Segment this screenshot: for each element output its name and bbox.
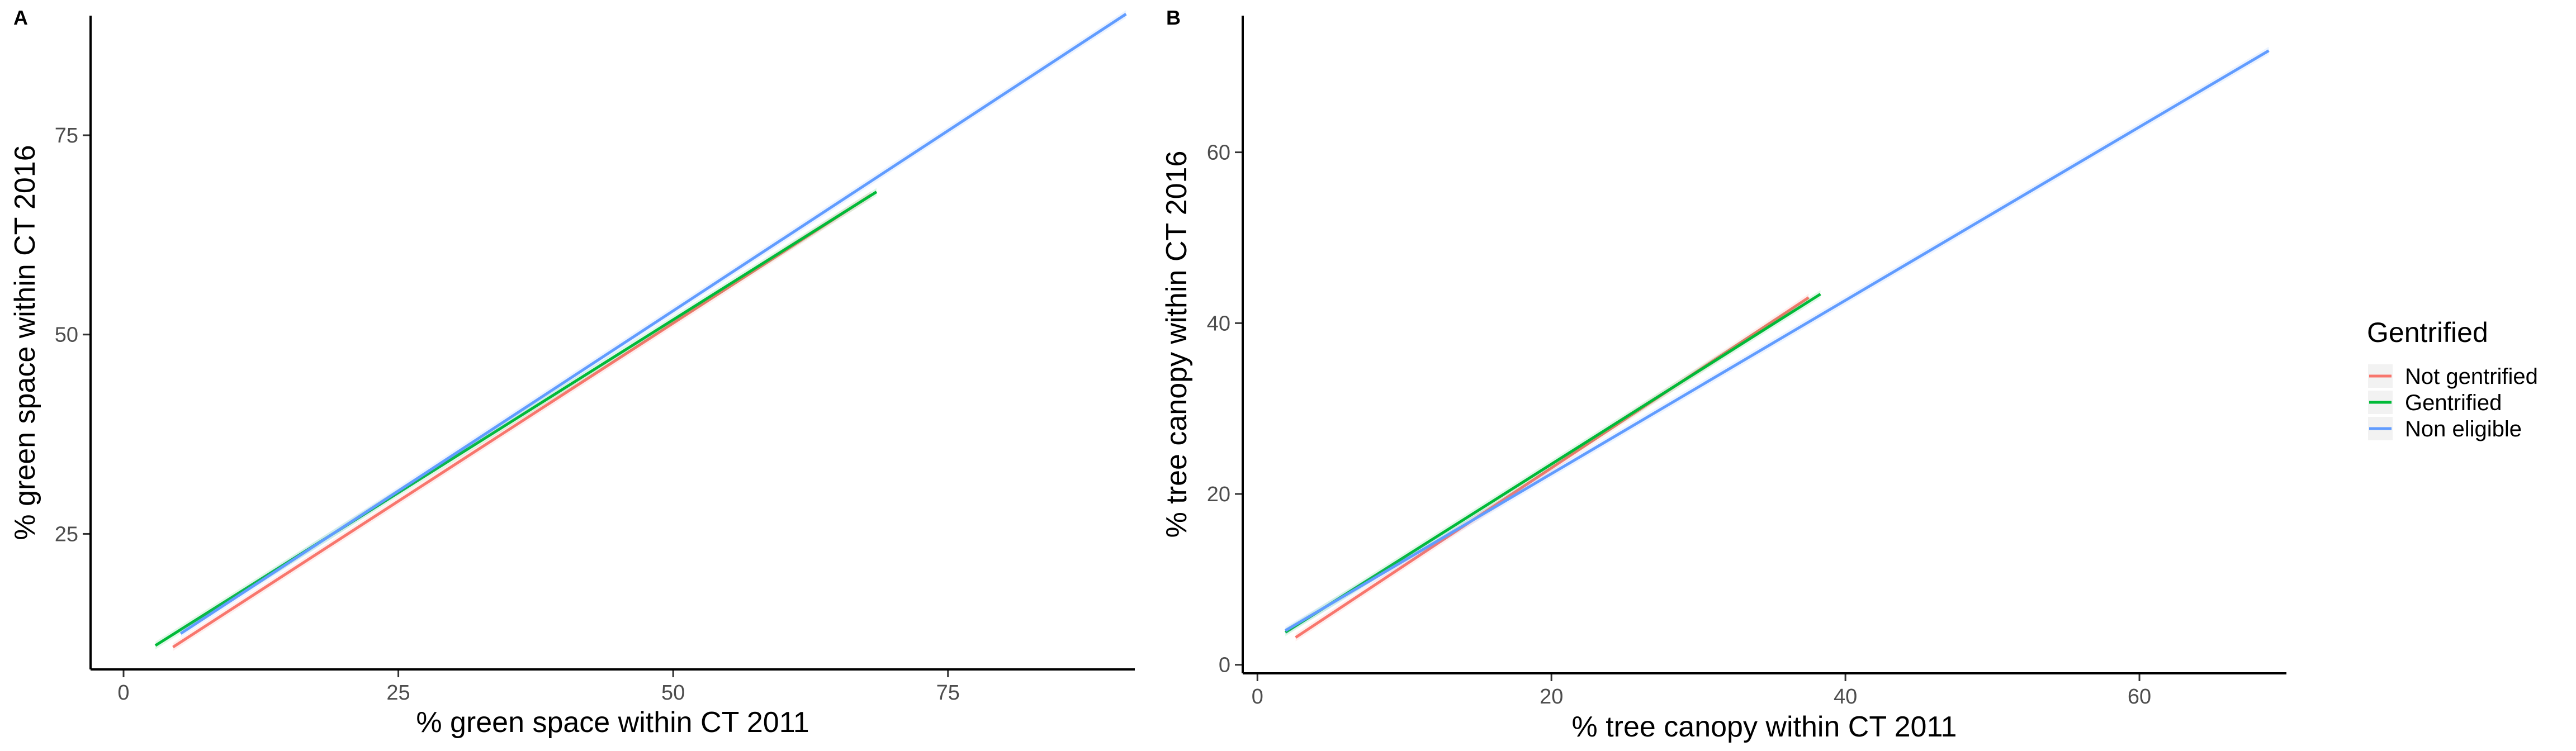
legend-label: Not gentrified: [2405, 364, 2538, 389]
panel-a-y-tick-label: 25: [55, 522, 78, 546]
legend-item: Not gentrified: [2368, 364, 2538, 389]
panel-b-y-tick-label: 0: [1219, 654, 1230, 677]
panel-a-x-tick-label: 75: [936, 681, 960, 705]
panel-a-x-tick-label: 0: [117, 681, 129, 705]
panel-b-y-tick-label: 40: [1207, 312, 1230, 335]
panel-a-x-axis-title: % green space within CT 2011: [416, 706, 809, 739]
legend-item: Gentrified: [2368, 391, 2502, 415]
panel-b-ticks: 0 20 40 60 0 20 40 60: [1207, 141, 2151, 709]
panel-b-non-eligible-line: [1284, 49, 2270, 632]
panel-b-x-tick-label: 20: [1540, 685, 1563, 709]
panel-a-y-tick-label: 75: [55, 124, 78, 148]
panel-a-tag: A: [13, 6, 28, 29]
panel-a-y-tick-label: 50: [55, 324, 78, 347]
panel-b-x-tick-label: 0: [1252, 685, 1263, 709]
panel-a-x-tick-label: 25: [386, 681, 410, 705]
panel-b-y-tick-label: 20: [1207, 483, 1230, 506]
panel-a-ticks: 0 25 50 75 25 50 75: [55, 124, 960, 705]
panel-a-non-eligible-line: [179, 13, 1127, 635]
panel-a: A 0 25 50 75 25 50 75 % green space within CT …: [9, 6, 1135, 739]
panel-b-x-tick-label: 40: [1834, 685, 1857, 709]
panel-b-x-axis-title: % tree canopy within CT 2011: [1572, 711, 1957, 743]
legend-item: Non eligible: [2368, 417, 2522, 441]
panel-a-series: [154, 10, 1127, 652]
panel-b-gentrified-line: [1284, 293, 1821, 634]
panel-b-tag: B: [1166, 6, 1181, 29]
legend: Gentrified Not gentrified Gentrified Non…: [2367, 317, 2538, 441]
panel-a-y-axis-title: % green space within CT 2016: [9, 145, 41, 540]
panel-b-series: [1284, 46, 2270, 641]
legend-title: Gentrified: [2367, 317, 2488, 348]
panel-b-x-tick-label: 60: [2128, 685, 2151, 709]
legend-label: Gentrified: [2405, 391, 2502, 415]
panel-b-y-axis-title: % tree canopy within CT 2016: [1161, 151, 1193, 538]
legend-label: Non eligible: [2405, 417, 2522, 441]
panel-a-not-gentrified-line: [172, 193, 872, 649]
panel-b-y-tick-label: 60: [1207, 141, 1230, 165]
panel-a-x-tick-label: 50: [661, 681, 685, 705]
panel-b: B 0 20 40 60 0 20 40 60 % tree canopy within CT…: [1161, 6, 2286, 743]
